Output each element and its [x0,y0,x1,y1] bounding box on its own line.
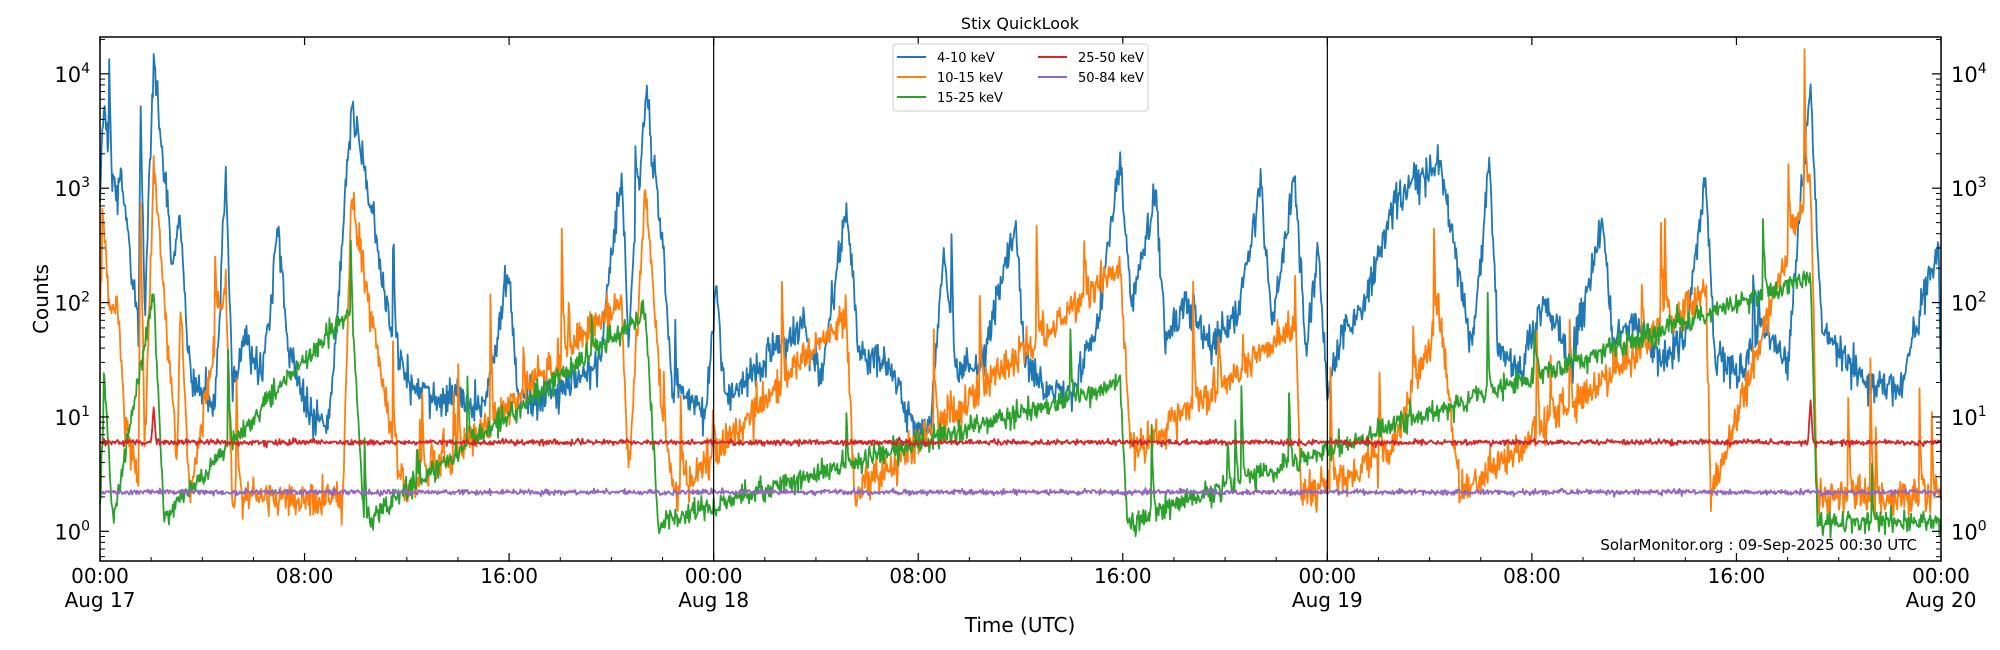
legend-item: 4-10 keV [897,51,995,66]
y-axis-label: Counts [29,264,53,334]
x-tick-label: 08:00 [889,564,947,588]
legend-label: 15-25 keV [937,91,1003,106]
legend-label: 50-84 keV [1078,71,1144,86]
y-tick-label-left: 102 [54,290,90,316]
x-tick-label: 16:00 [480,564,538,588]
legend-label: 25-50 keV [1078,51,1144,66]
legend-label: 10-15 keV [937,71,1003,86]
series-line-10-15-kev [99,48,1942,526]
legend: 4-10 keV 10-15 keV 15-25 keV 25-50 keV 50-84… [892,43,1149,112]
legend-item: 25-50 keV [1038,51,1144,66]
x-tick-label: 00:00 [1299,564,1357,588]
x-tick-date-label: Aug 17 [65,588,136,612]
y-tick-label-left: 100 [54,518,90,544]
x-tick-date-label: Aug 18 [678,588,749,612]
x-tick-date-label: Aug 20 [1906,588,1977,612]
chart-title: Stix QuickLook [961,14,1080,33]
x-tick-label: 16:00 [1708,564,1766,588]
series-line-50-84-kev [99,487,1942,498]
legend-item: 50-84 keV [1038,71,1144,86]
y-tick-label-left: 103 [54,175,90,201]
annotation: SolarMonitor.org : 09-Sep-2025 00:30 UTC [1600,536,1917,554]
y-tick-label-right: 101 [1951,404,1987,430]
legend-item: 10-15 keV [897,71,1003,86]
y-tick-label-right: 102 [1951,290,1987,316]
x-tick-label: 16:00 [1094,564,1152,588]
y-tick-label-right: 103 [1951,175,1987,201]
series-line-4-10-kev [99,53,1942,445]
y-tick-label-right: 100 [1951,518,1987,544]
series-layer [99,48,1942,539]
x-axis-label: Time (UTC) [964,613,1076,637]
x-tick-label: 08:00 [1503,564,1561,588]
legend-item: 15-25 keV [897,91,1003,106]
series-line-15-25-kev [99,218,1942,539]
legend-label: 4-10 keV [937,51,995,66]
legend-box [892,43,1149,112]
day-separators [713,37,1328,561]
x-tick-label: 00:00 [685,564,743,588]
series-line-25-50-kev [99,399,1942,449]
x-tick-label: 00:00 [71,564,129,588]
x-tick-label: 08:00 [276,564,334,588]
x-tick-label: 00:00 [1912,564,1970,588]
x-tick-date-label: Aug 19 [1292,588,1363,612]
y-tick-label-left: 101 [54,404,90,430]
y-tick-label-left: 104 [54,61,90,87]
y-tick-label-right: 104 [1951,61,1987,87]
